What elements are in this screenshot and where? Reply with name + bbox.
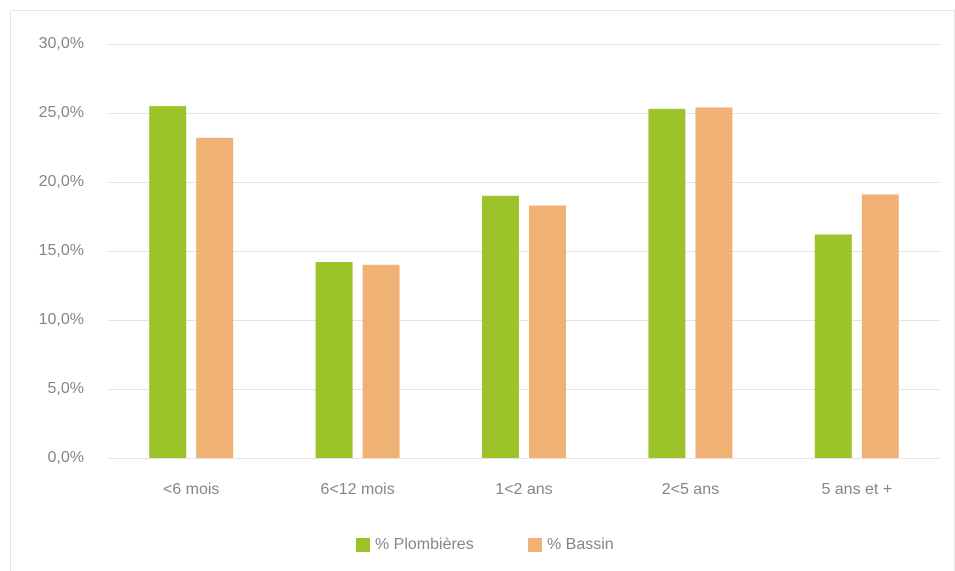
x-tick-label: 1<2 ans (495, 481, 552, 498)
bar (648, 108, 686, 459)
legend-swatch (528, 538, 542, 552)
y-tick-label: 20,0% (39, 173, 84, 190)
x-tick-label: <6 mois (163, 481, 219, 498)
y-tick-label: 5,0% (48, 380, 84, 397)
x-tick-label: 6<12 mois (320, 481, 394, 498)
bar (196, 137, 234, 458)
bar (814, 234, 852, 458)
legend-swatch (356, 538, 370, 552)
y-tick-label: 25,0% (39, 104, 84, 121)
y-tick-label: 0,0% (48, 449, 84, 466)
bar (362, 264, 400, 458)
y-tick-label: 15,0% (39, 242, 84, 259)
bar (861, 194, 899, 459)
bar (529, 205, 566, 458)
bar (482, 195, 519, 459)
legend-label: % Bassin (547, 536, 614, 553)
x-tick-label: 5 ans et + (821, 481, 892, 498)
bar (315, 262, 353, 458)
legend-label: % Plombières (375, 536, 474, 553)
bar (695, 107, 733, 458)
bar (149, 106, 187, 458)
y-tick-label: 30,0% (39, 35, 84, 52)
y-tick-label: 10,0% (39, 311, 84, 328)
x-tick-label: 2<5 ans (662, 481, 719, 498)
